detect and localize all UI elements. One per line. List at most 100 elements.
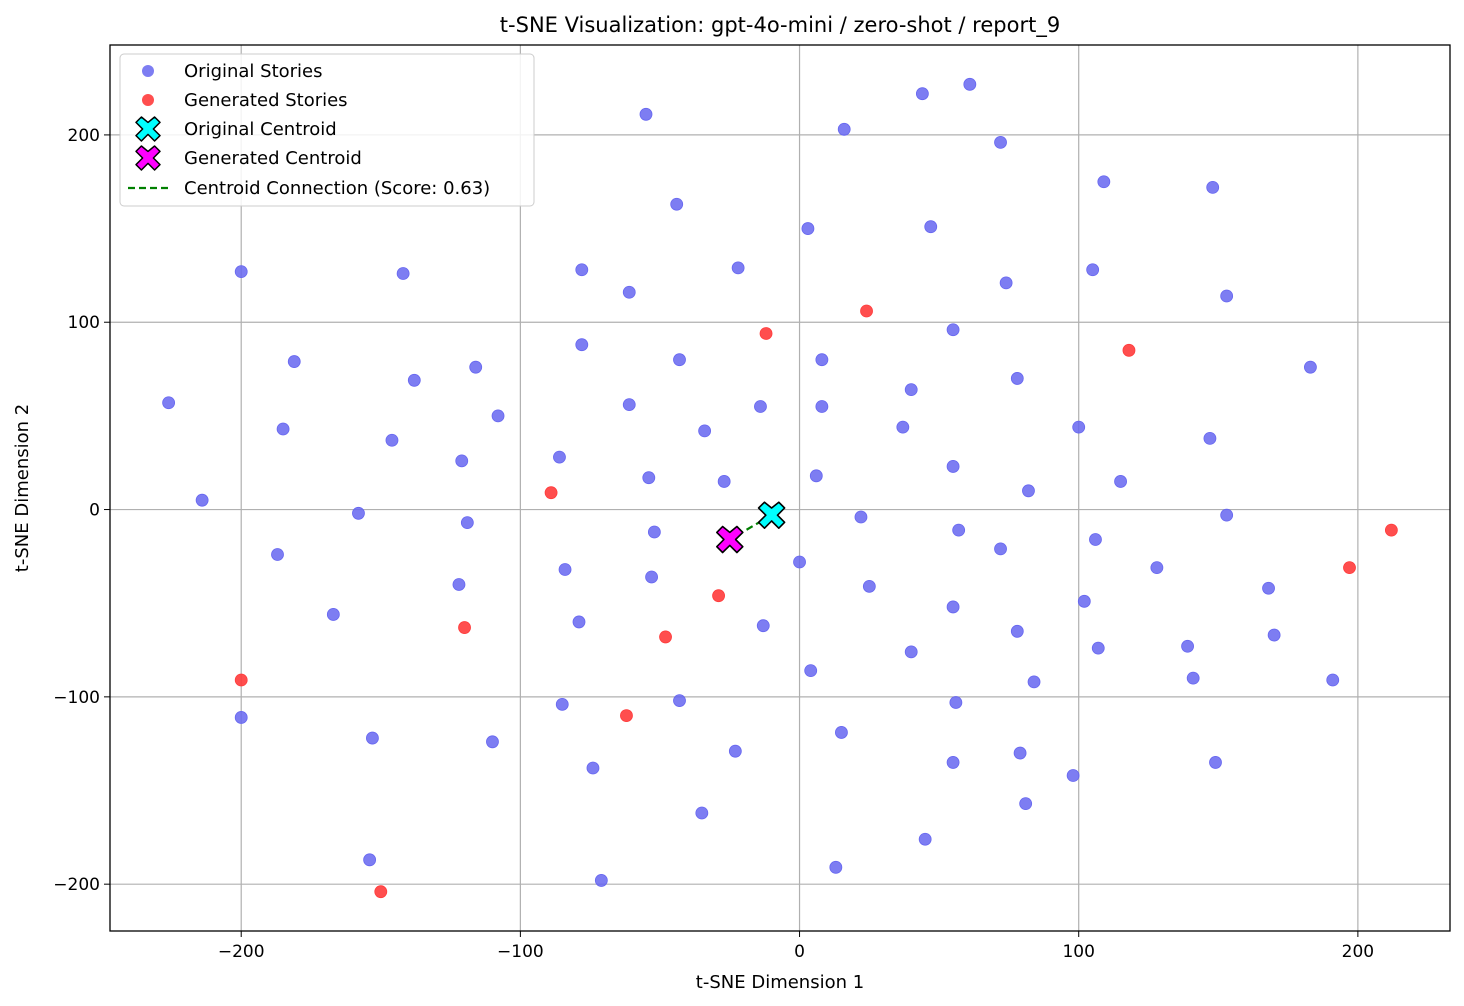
original-story-point [999,276,1013,290]
original-story-point [396,267,410,280]
original-story-point [1097,175,1111,189]
original-story-point [366,731,379,745]
original-story-point [896,420,910,434]
original-story-point [804,664,818,678]
original-story-point [385,433,399,447]
original-story-point [1019,797,1033,811]
original-story-point [946,756,960,769]
original-story-point [946,323,960,337]
original-story-point [924,220,938,234]
original-story-point [695,806,709,820]
generated-story-point [712,589,725,603]
original-story-point [1022,484,1035,498]
original-story-point [234,265,248,279]
original-story-point [287,355,301,368]
original-story-point [904,645,918,659]
legend-label: Generated Centroid [184,148,362,169]
original-story-point [1181,639,1194,653]
original-story-point [1072,420,1086,434]
generated-story-point [374,885,388,899]
original-story-point [575,338,589,352]
original-story-point [195,493,209,507]
original-story-point [994,136,1007,149]
legend-label: Centroid Connection (Score: 0.63) [184,178,490,199]
original-story-point [594,874,608,887]
y-tick-label: 0 [89,501,100,521]
chart-title: t-SNE Visualization: gpt-4o-mini / zero-… [500,13,1060,38]
original-story-point [1262,581,1275,595]
original-story-point [363,853,377,867]
generated-centroid-marker [716,525,744,554]
original-story-point [717,475,731,488]
original-story-point [756,619,770,633]
original-story-point [1089,533,1102,546]
original-story-point [815,400,829,413]
original-story-point [1326,673,1340,687]
legend-generated-marker [142,94,154,106]
original-story-point [586,761,600,775]
legend-original-marker [142,65,154,77]
x-tick-label: −100 [497,942,544,962]
original-story-point [829,860,843,874]
y-tick-label: −100 [53,688,100,708]
generated-story-point [860,304,873,318]
original-story-point [1027,675,1041,689]
y-tick-label: 200 [68,126,100,146]
original-story-point [963,77,977,91]
generated-story-point [544,486,558,500]
original-story-point [575,263,589,277]
original-story-point [918,832,932,846]
original-story-point [558,563,572,576]
legend-box [119,53,535,207]
original-story-point [326,608,340,621]
original-story-point [1091,641,1105,655]
generated-story-point [458,621,471,634]
original-story-point [1220,508,1234,522]
original-story-point [1066,769,1080,782]
plot-frame [109,44,1451,932]
scatter-points-layer [162,77,1398,899]
original-story-point [276,422,290,436]
y-tick-label: 100 [68,313,100,333]
legend: Original Stories Generated Stories Origina… [119,53,535,207]
original-story-point [1304,360,1317,374]
original-story-point [1203,431,1217,445]
original-story-point [946,460,960,473]
original-story-point [455,454,469,468]
original-story-point [670,197,684,211]
x-tick-label: −200 [218,942,265,962]
original-story-point [835,726,848,739]
original-story-point [1206,180,1220,194]
centroid-connection-layer [729,514,773,541]
legend-label: Original Stories [184,61,323,82]
original-story-point [469,360,483,374]
generated-story-point [1343,561,1356,575]
legend-generated-centroid-marker [135,145,161,171]
original-story-point [952,523,966,537]
y-axis-label: t-SNE Dimension 2 [12,404,33,572]
x-axis-label: t-SNE Dimension 1 [696,972,864,993]
original-story-point [815,353,829,367]
original-story-point [949,696,963,709]
legend-original-centroid-marker [135,116,161,142]
original-story-point [407,373,421,387]
original-story-point [946,600,960,614]
original-story-point [793,555,806,569]
original-story-point [801,222,815,235]
original-story-point [1077,594,1091,608]
original-story-point [642,471,656,485]
original-story-point [491,409,505,423]
original-story-point [452,578,466,591]
original-story-point [1010,624,1024,638]
generated-story-point [1122,343,1136,357]
y-tick-label: −200 [53,875,100,895]
original-story-point [486,735,499,749]
original-story-point [754,400,767,413]
y-axis-ticks: −200 −100 0 100 200 [53,126,110,895]
original-story-point [352,506,365,520]
original-story-point [809,469,823,483]
original-story-point [698,424,712,438]
original-story-point [1267,628,1281,642]
original-story-point [673,694,686,708]
